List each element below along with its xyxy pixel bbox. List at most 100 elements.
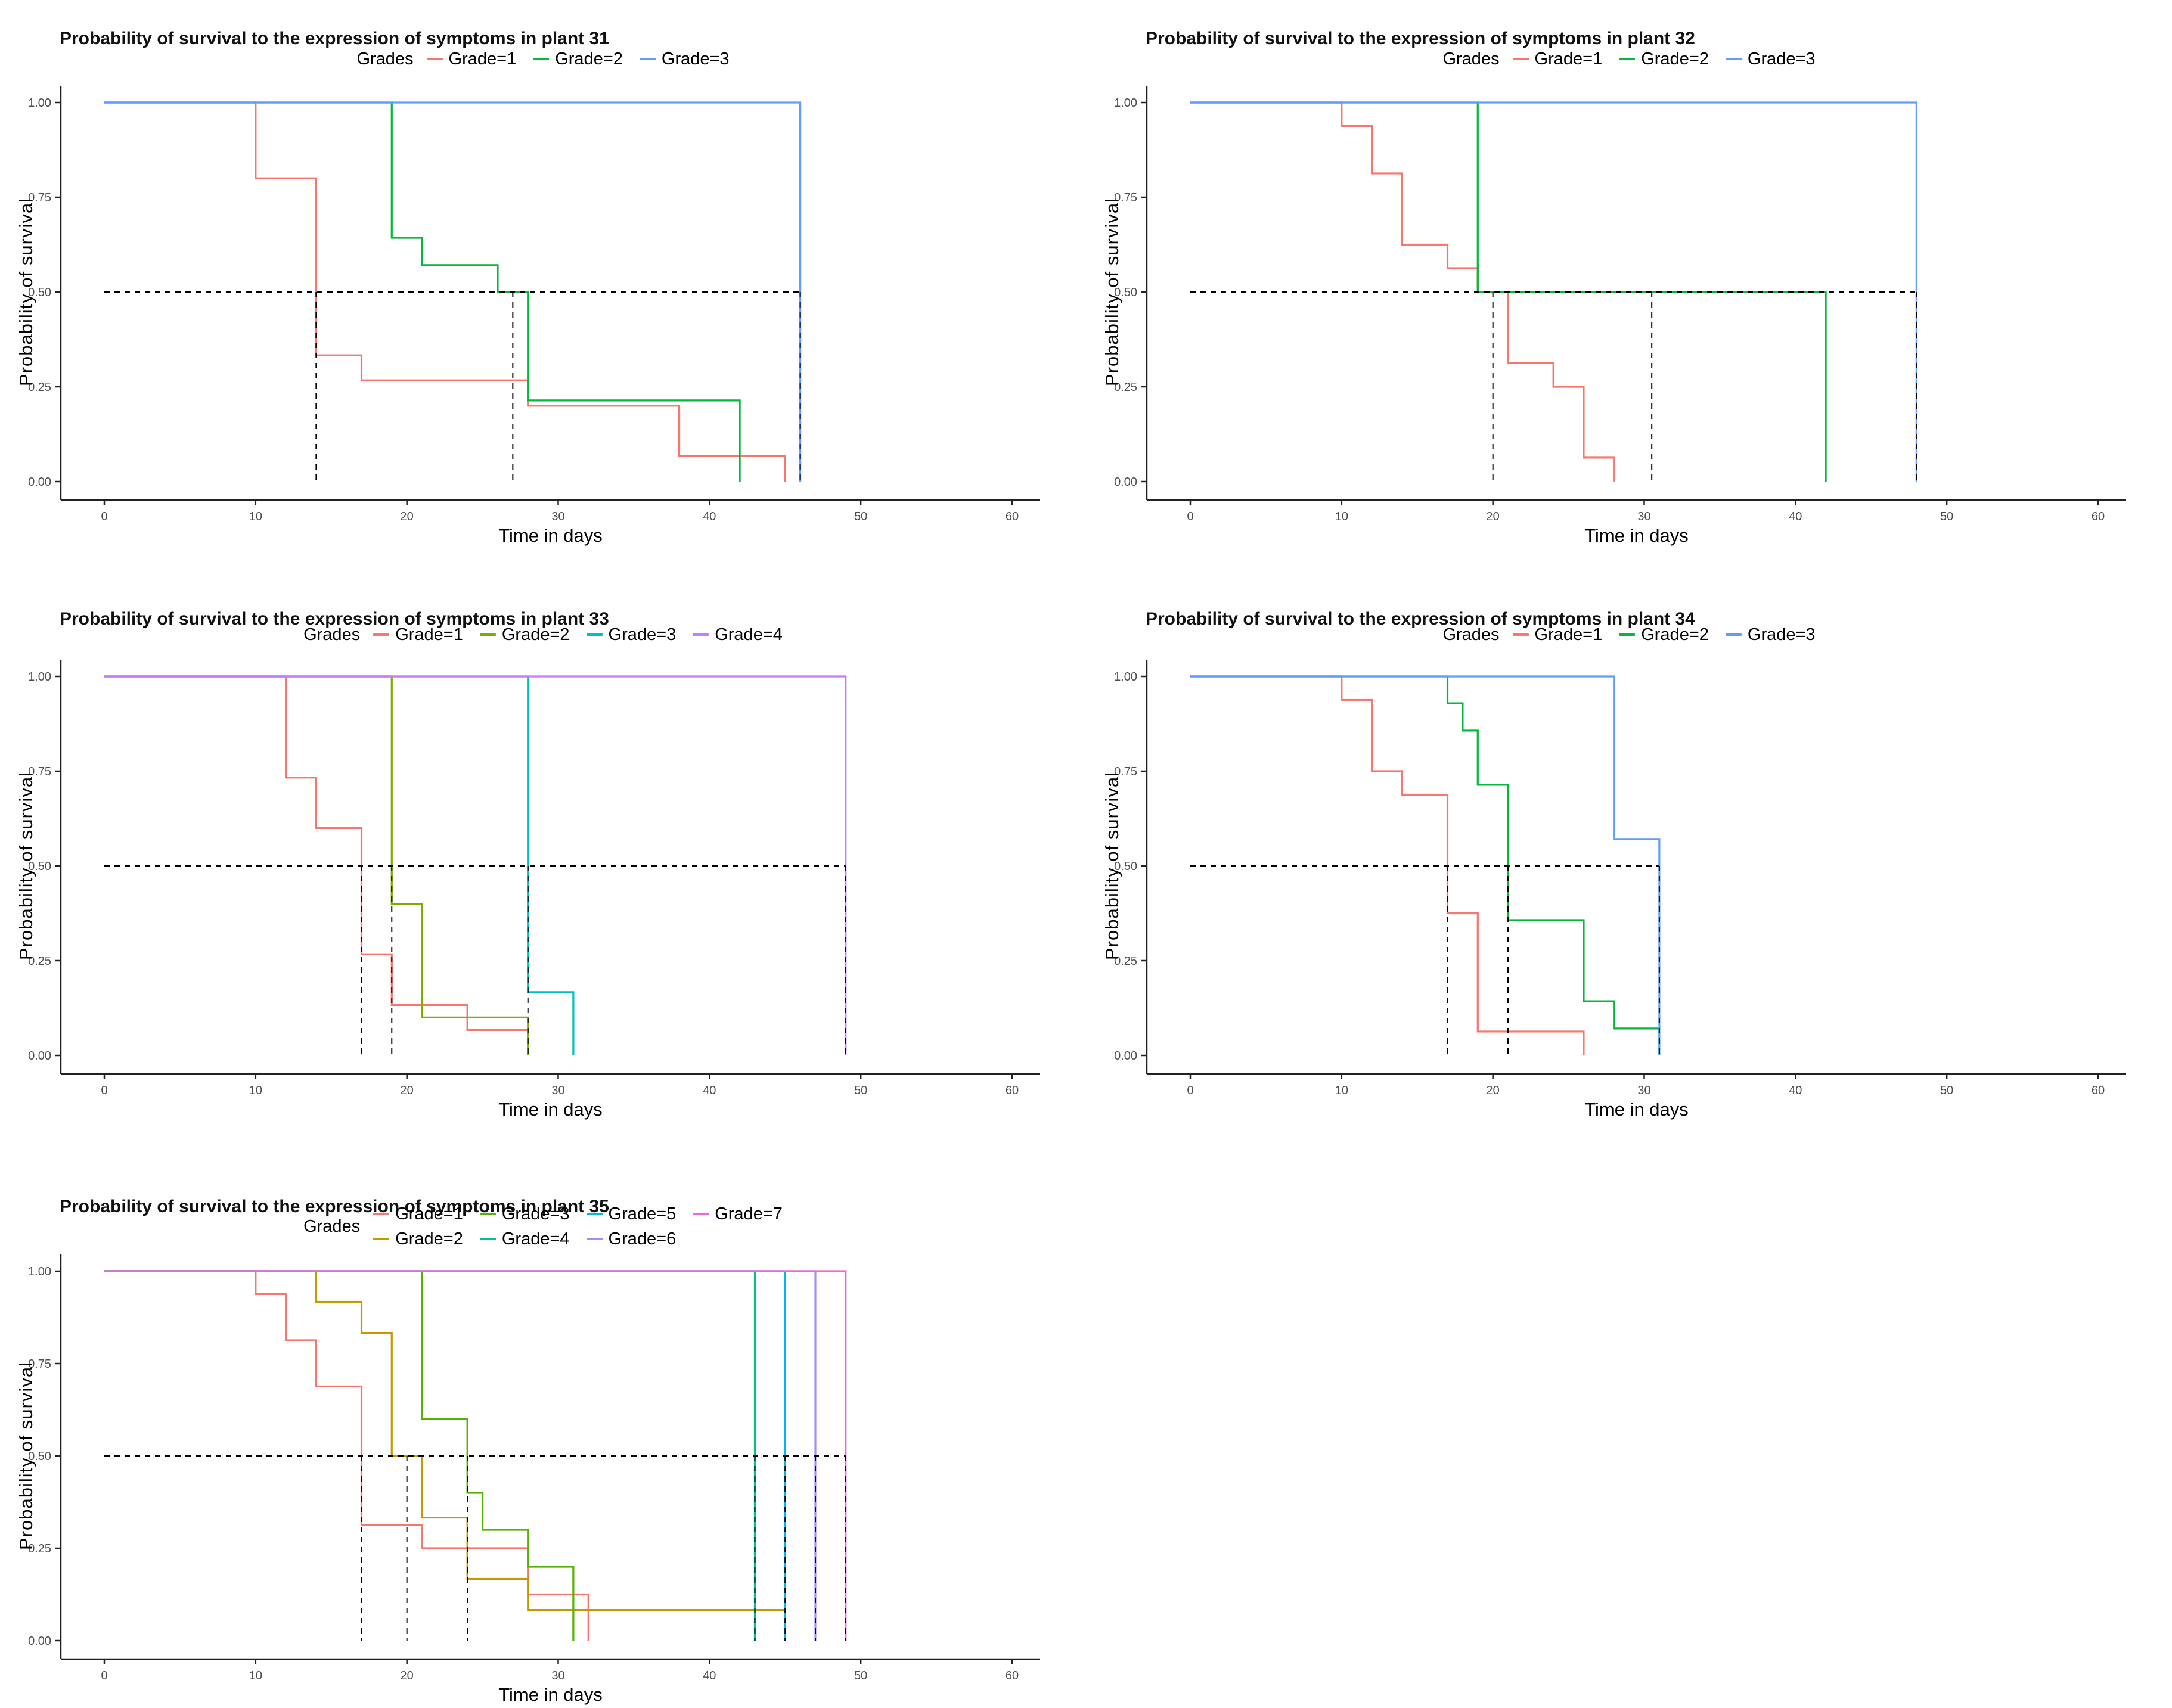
y-tick-label: 0.75 [28, 1358, 51, 1371]
y-tick-label: 0.50 [28, 860, 51, 873]
x-tick-label: 0 [101, 510, 107, 523]
x-tick-label: 50 [1940, 1084, 1953, 1097]
legend-swatch-line-icon [1725, 633, 1742, 636]
x-axis-title: Time in days [498, 1099, 603, 1120]
y-tick-label: 0.25 [28, 955, 51, 968]
legend-item-label: Grade=2 [555, 49, 623, 69]
y-tick-label: 0.50 [28, 1450, 51, 1463]
legend-item: Grade=2 [373, 1228, 463, 1250]
legend-item: Grade=2 [533, 48, 623, 70]
legend-swatch-line-icon [533, 58, 550, 60]
x-tick-label: 60 [1006, 1084, 1019, 1097]
legend-swatch-line-icon [639, 58, 656, 60]
x-tick-label: 20 [401, 1669, 414, 1682]
y-tick-label: 0.75 [1114, 191, 1137, 204]
x-tick-label: 30 [551, 1669, 564, 1682]
legend-swatch-line-icon [479, 1213, 496, 1215]
legend-swatch-line-icon [1725, 58, 1742, 60]
legend-item-label: Grade=3 [1747, 49, 1816, 69]
legend-item: Grade=2 [1619, 623, 1709, 646]
y-tick-label: 0.75 [1114, 765, 1137, 778]
legend-item: Grade=1 [1512, 623, 1603, 646]
legend: Grades Grade=1 Grade=2 Grade=3 Grade=4 [0, 623, 1086, 646]
x-tick-label: 20 [401, 510, 414, 523]
x-tick-label: 0 [101, 1669, 107, 1682]
y-tick-label: 0.00 [28, 476, 51, 489]
chart-plant-31: 0.00 0.25 0.50 0.75 1.00 0 10 20 30 40 50 60 Probab… [0, 0, 1086, 566]
chart-plant-34: 0.00 0.25 0.50 0.75 1.00 0 10 20 30 40 50 60 Probab… [1086, 566, 2172, 1132]
chart-plant-33: 0.00 0.25 0.50 0.75 1.00 0 10 20 30 40 50 60 Probab… [0, 566, 1086, 1132]
x-tick-label: 30 [1637, 510, 1650, 523]
x-tick-label: 0 [101, 1084, 107, 1097]
y-tick-label: 0.75 [28, 765, 51, 778]
legend-title: Grades [303, 1216, 361, 1236]
x-tick-label: 60 [2092, 510, 2105, 523]
legend-item-label: Grade=4 [501, 1229, 570, 1249]
legend-swatch-line-icon [586, 633, 603, 636]
x-tick-label: 10 [1335, 510, 1348, 523]
legend-item-label: Grade=7 [715, 1204, 783, 1223]
legend-title: Grades [1442, 49, 1500, 69]
legend-item: Grade=6 [586, 1228, 676, 1250]
legend-swatch-line-icon [479, 633, 496, 636]
legend: Grades Grade=1 Grade=2 Grade=3 [0, 48, 1086, 70]
legend-items: Grade=1 Grade=2 Grade=3 [1512, 48, 1816, 70]
chart-title: Probability of survival to the expressio… [1146, 608, 1695, 629]
legend-item-label: Grade=1 [1534, 625, 1603, 644]
legend-item-label: Grade=3 [501, 1204, 570, 1223]
legend-swatch-line-icon [479, 1238, 496, 1240]
legend-item: Grade=7 [693, 1203, 783, 1225]
legend-item: Grade=3 [639, 48, 730, 70]
legend-item-label: Grade=2 [501, 625, 570, 644]
x-tick-label: 60 [2092, 1084, 2105, 1097]
legend-item: Grade=1 [373, 1203, 463, 1225]
x-axis-title: Time in days [1584, 525, 1689, 546]
y-tick-label: 0.00 [28, 1049, 51, 1063]
x-tick-label: 20 [1487, 510, 1500, 523]
survival-curve-grade-1 [104, 101, 786, 482]
legend-item: Grade=1 [373, 623, 463, 646]
chart-plant-35: 0.00 0.25 0.50 0.75 1.00 0 10 20 30 40 50 60 Probab… [0, 1132, 1086, 1708]
legend-title: Grades [303, 625, 361, 644]
survival-curve-grade-3 [104, 1270, 575, 1641]
legend-item: Grade=3 [1725, 623, 1816, 646]
legend-item: Grade=1 [1512, 48, 1602, 70]
legend-title: Grades [356, 49, 414, 69]
survival-curve-grade-2 [104, 101, 741, 482]
x-tick-label: 40 [703, 1084, 716, 1097]
x-tick-label: 60 [1006, 510, 1019, 523]
legend-item-label: Grade=2 [395, 1229, 463, 1249]
legend-item-label: Grade=3 [608, 625, 677, 644]
y-tick-label: 0.00 [1114, 1049, 1137, 1063]
legend-swatch-line-icon [1619, 58, 1636, 60]
x-tick-label: 50 [1940, 510, 1953, 523]
x-tick-label: 50 [854, 1084, 867, 1097]
survival-curve-grade-1 [1190, 675, 1585, 1055]
survival-plot-canvas: 0.00 0.25 0.50 0.75 1.00 0 10 20 30 40 50 60 [1114, 660, 2126, 1097]
survival-curve-grade-1 [104, 675, 529, 1055]
legend-item: Grade=4 [479, 1228, 570, 1250]
chart-plant-32: 0.00 0.25 0.50 0.75 1.00 0 10 20 30 40 50 60 Probab… [1086, 0, 2172, 566]
y-tick-label: 1.00 [28, 1265, 51, 1278]
x-tick-label: 60 [1006, 1669, 1019, 1682]
legend-swatch-line-icon [373, 1213, 390, 1215]
y-axis-title: Probability of survival [1101, 198, 1122, 386]
legend-item-label: Grade=1 [395, 625, 463, 644]
x-axis-title: Time in days [1584, 1099, 1689, 1120]
y-axis-title: Probability of survival [1101, 772, 1122, 960]
legend-swatch-line-icon [373, 1238, 390, 1240]
y-axis-title: Probability of survival [15, 198, 36, 386]
survival-plot-canvas: 0.00 0.25 0.50 0.75 1.00 0 10 20 30 40 50 60 [28, 660, 1040, 1097]
y-tick-label: 0.25 [28, 381, 51, 394]
legend-item: Grade=3 [479, 1203, 570, 1225]
x-tick-label: 40 [1789, 510, 1802, 523]
y-tick-label: 0.00 [28, 1635, 51, 1648]
y-axis-title: Probability of survival [15, 772, 36, 960]
chart-title: Probability of survival to the expressio… [60, 1196, 609, 1216]
x-tick-label: 0 [1187, 1084, 1193, 1097]
legend-item-label: Grade=1 [395, 1204, 463, 1223]
y-tick-label: 0.50 [1114, 286, 1137, 299]
legend-item: Grade=5 [586, 1203, 676, 1225]
x-tick-label: 30 [551, 1084, 564, 1097]
legend-items: Grade=1 Grade=2 Grade=3 [1512, 623, 1816, 646]
